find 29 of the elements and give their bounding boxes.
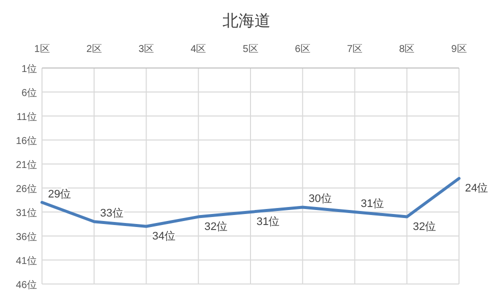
y-tick-label: 46位 [16,279,37,291]
y-tick-label: 16位 [16,135,37,147]
data-label: 31位 [256,216,280,228]
x-tick-label: 1区 [34,44,50,55]
data-label: 33位 [100,208,124,220]
data-label: 30位 [308,193,332,206]
data-label: 31位 [360,198,384,210]
x-tick-label: 8区 [399,44,415,55]
x-tick-label: 9区 [451,44,467,55]
y-tick-label: 36位 [16,231,37,243]
y-tick-label: 21位 [16,159,37,171]
data-label: 32位 [204,220,228,233]
y-tick-label: 1位 [21,63,37,75]
chart-title: 北海道 [222,12,270,30]
x-tick-label: 6区 [294,44,310,55]
y-tick-label: 41位 [16,255,37,267]
y-tick-label: 26位 [16,183,37,195]
data-label: 34位 [152,230,176,242]
y-tick-label: 11位 [16,111,37,123]
x-tick-label: 3区 [138,44,154,55]
x-tick-label: 4区 [190,44,206,55]
data-label: 32位 [412,220,436,233]
y-tick-label: 6位 [21,87,37,99]
x-tick-label: 2区 [86,44,102,55]
x-tick-label: 7区 [346,44,363,55]
data-label: 24位 [465,182,488,194]
y-tick-label: 31位 [16,207,37,219]
data-label: 29位 [48,188,72,200]
x-tick-label: 5区 [242,44,258,55]
